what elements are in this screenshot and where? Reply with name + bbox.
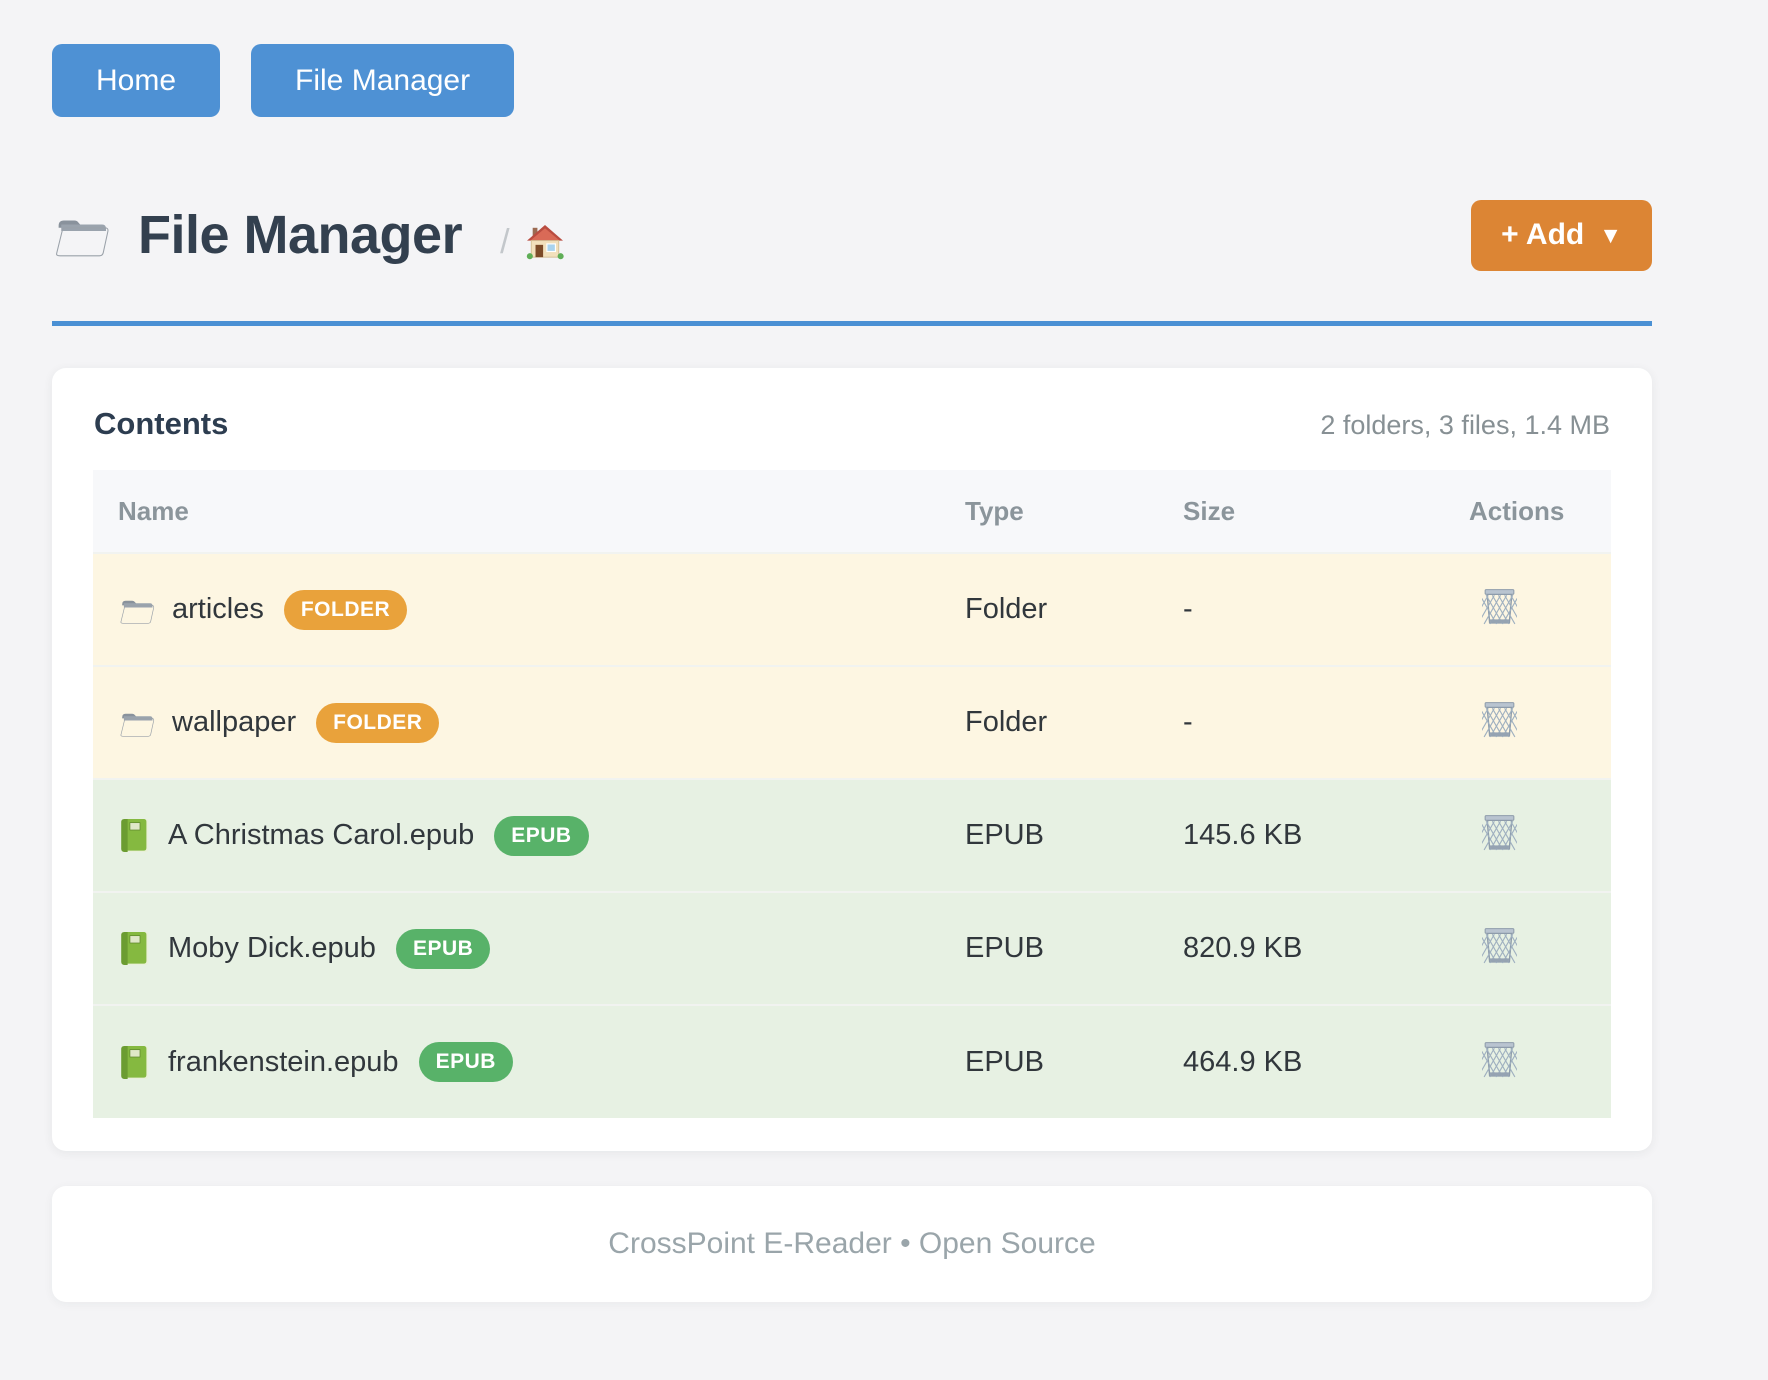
delete-button[interactable]	[1482, 698, 1517, 739]
size-cell: 820.9 KB	[1158, 892, 1444, 1005]
delete-button[interactable]	[1482, 585, 1517, 626]
delete-button[interactable]	[1482, 1038, 1517, 1079]
book-icon	[118, 817, 151, 854]
type-badge: FOLDER	[284, 590, 407, 630]
trash-icon	[1482, 585, 1517, 626]
column-header-actions: Actions	[1444, 470, 1611, 553]
file-manager-page: Home File Manager File Manager / + Add ▼…	[52, 0, 1652, 1302]
delete-button[interactable]	[1482, 924, 1517, 965]
name-cell: articles FOLDER	[93, 553, 940, 666]
column-header-name: Name	[93, 470, 940, 553]
size-cell: 464.9 KB	[1158, 1005, 1444, 1118]
type-badge: EPUB	[494, 816, 588, 856]
size-cell: -	[1158, 553, 1444, 666]
files-table: Name Type Size Actions articles FOLDER	[93, 470, 1611, 1118]
name-cell: A Christmas Carol.epub EPUB	[93, 779, 940, 892]
actions-cell	[1444, 1005, 1611, 1118]
type-cell: EPUB	[940, 1005, 1158, 1118]
folder-icon	[52, 210, 110, 260]
table-header-row: Name Type Size Actions	[93, 470, 1611, 553]
title-wrap: File Manager /	[52, 204, 564, 266]
name-cell: frankenstein.epub EPUB	[93, 1005, 940, 1118]
name-cell: Moby Dick.epub EPUB	[93, 892, 940, 1005]
actions-cell	[1444, 553, 1611, 666]
file-name-link[interactable]: Moby Dick.epub	[168, 932, 376, 965]
book-icon	[118, 1044, 151, 1081]
table-row-frankenstein: frankenstein.epub EPUB EPUB 464.9 KB	[93, 1005, 1611, 1118]
footer: CrossPoint E-Reader • Open Source	[52, 1186, 1652, 1302]
type-badge: EPUB	[419, 1042, 513, 1082]
file-name-link[interactable]: frankenstein.epub	[168, 1046, 399, 1079]
type-cell: Folder	[940, 666, 1158, 779]
trash-icon	[1482, 1038, 1517, 1079]
nav-file-manager-button[interactable]: File Manager	[251, 44, 514, 117]
table-row-moby-dick: Moby Dick.epub EPUB EPUB 820.9 KB	[93, 892, 1611, 1005]
table-row-wallpaper: wallpaper FOLDER Folder -	[93, 666, 1611, 779]
type-cell: EPUB	[940, 892, 1158, 1005]
home-icon[interactable]	[526, 224, 564, 260]
type-cell: EPUB	[940, 779, 1158, 892]
contents-card: Contents 2 folders, 3 files, 1.4 MB Name…	[52, 368, 1652, 1151]
breadcrumb-separator: /	[500, 223, 509, 262]
footer-text: CrossPoint E-Reader • Open Source	[608, 1227, 1095, 1261]
contents-summary: 2 folders, 3 files, 1.4 MB	[1320, 410, 1610, 441]
type-badge: EPUB	[396, 929, 490, 969]
add-button[interactable]: + Add ▼	[1471, 200, 1652, 271]
top-nav: Home File Manager	[52, 44, 1652, 117]
folder-icon	[118, 594, 155, 626]
file-name-link[interactable]: A Christmas Carol.epub	[168, 819, 474, 852]
table-row-christmas-carol: A Christmas Carol.epub EPUB EPUB 145.6 K…	[93, 779, 1611, 892]
actions-cell	[1444, 779, 1611, 892]
book-icon	[118, 930, 151, 967]
name-cell: wallpaper FOLDER	[93, 666, 940, 779]
trash-icon	[1482, 811, 1517, 852]
trash-icon	[1482, 924, 1517, 965]
nav-home-button[interactable]: Home	[52, 44, 220, 117]
type-badge: FOLDER	[316, 703, 439, 743]
size-cell: 145.6 KB	[1158, 779, 1444, 892]
delete-button[interactable]	[1482, 811, 1517, 852]
card-header: Contents 2 folders, 3 files, 1.4 MB	[93, 406, 1611, 442]
folder-icon	[118, 707, 155, 739]
add-button-label: + Add	[1501, 218, 1584, 252]
actions-cell	[1444, 892, 1611, 1005]
header-divider	[52, 321, 1652, 326]
page-title: File Manager	[138, 204, 462, 266]
trash-icon	[1482, 698, 1517, 739]
chevron-down-icon: ▼	[1599, 224, 1622, 247]
size-cell: -	[1158, 666, 1444, 779]
actions-cell	[1444, 666, 1611, 779]
column-header-size: Size	[1158, 470, 1444, 553]
column-header-type: Type	[940, 470, 1158, 553]
file-name-link[interactable]: wallpaper	[172, 706, 296, 739]
card-title: Contents	[94, 406, 228, 442]
page-header: File Manager / + Add ▼	[52, 189, 1652, 281]
table-row-articles: articles FOLDER Folder -	[93, 553, 1611, 666]
file-name-link[interactable]: articles	[172, 593, 264, 626]
type-cell: Folder	[940, 553, 1158, 666]
